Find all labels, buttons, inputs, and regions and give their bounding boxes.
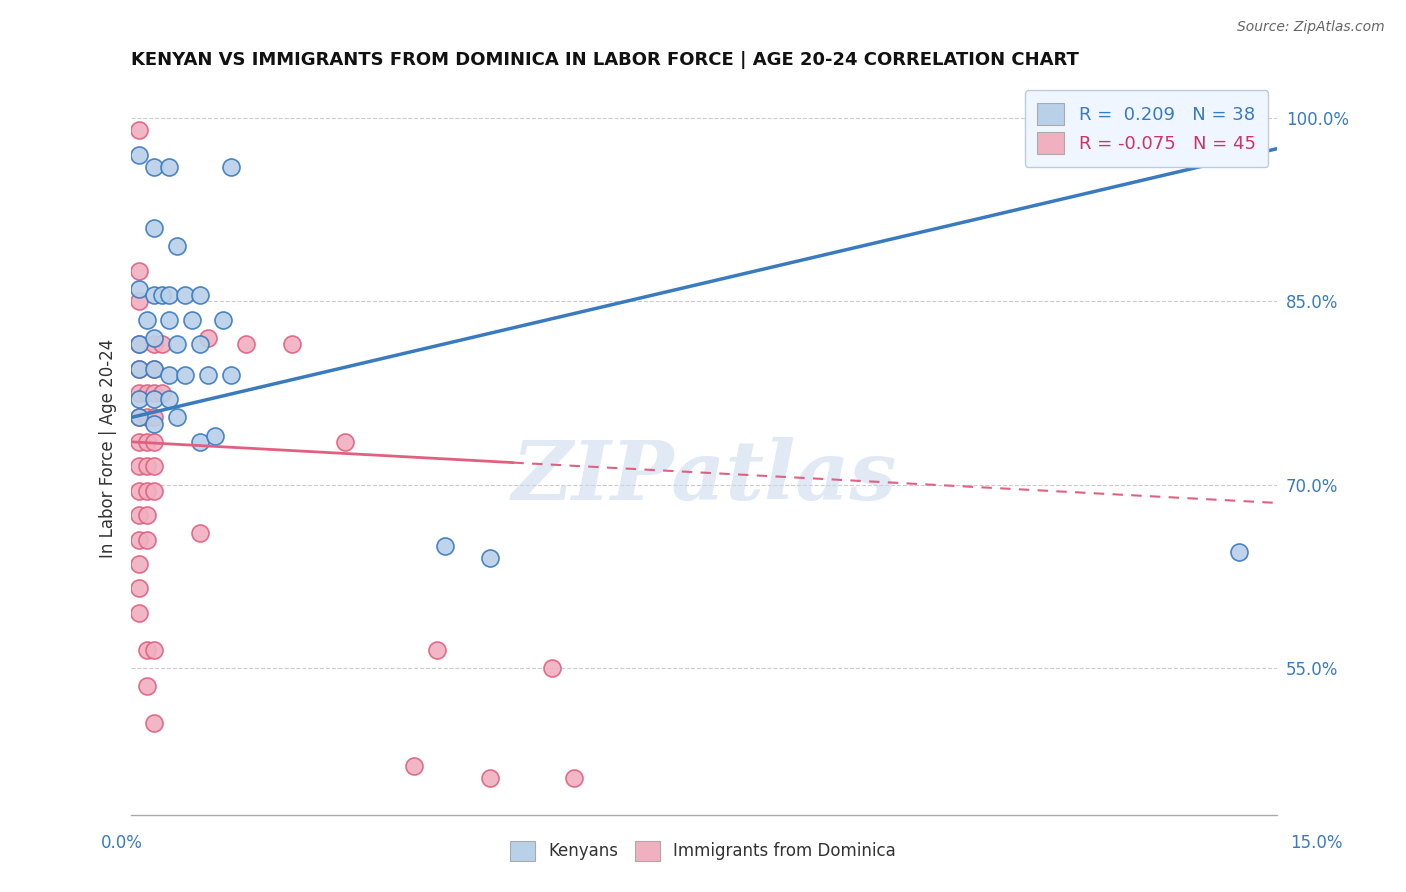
Point — [135, 508, 157, 523]
Point — [173, 288, 195, 302]
Point — [128, 337, 150, 351]
Point — [143, 410, 166, 425]
Point — [173, 368, 195, 382]
Point — [540, 661, 562, 675]
Point — [143, 483, 166, 498]
Point — [188, 526, 211, 541]
Point — [150, 288, 173, 302]
Point — [135, 434, 157, 449]
Point — [219, 160, 242, 174]
Point — [128, 459, 150, 474]
Point — [135, 386, 157, 401]
Point — [166, 410, 188, 425]
Point — [128, 557, 150, 571]
Point — [128, 606, 150, 620]
Point — [128, 410, 150, 425]
Point — [143, 417, 166, 431]
Point — [128, 483, 150, 498]
Point — [128, 264, 150, 278]
Point — [128, 123, 150, 137]
Legend: R =  0.209   N = 38, R = -0.075   N = 45: R = 0.209 N = 38, R = -0.075 N = 45 — [1025, 90, 1268, 167]
Point — [181, 312, 204, 326]
Point — [280, 337, 302, 351]
Point — [128, 434, 150, 449]
Point — [219, 368, 242, 382]
Point — [135, 533, 157, 547]
Point — [135, 459, 157, 474]
Point — [166, 239, 188, 253]
Point — [479, 550, 502, 565]
Text: Source: ZipAtlas.com: Source: ZipAtlas.com — [1237, 20, 1385, 34]
Point — [143, 459, 166, 474]
Text: KENYAN VS IMMIGRANTS FROM DOMINICA IN LABOR FORCE | AGE 20-24 CORRELATION CHART: KENYAN VS IMMIGRANTS FROM DOMINICA IN LA… — [131, 51, 1080, 69]
Point — [135, 483, 157, 498]
Point — [143, 331, 166, 345]
Point — [159, 392, 181, 406]
Point — [143, 288, 166, 302]
Point — [128, 294, 150, 309]
Point — [143, 160, 166, 174]
Legend: Kenyans, Immigrants from Dominica: Kenyans, Immigrants from Dominica — [503, 834, 903, 868]
Point — [335, 434, 357, 449]
Point — [143, 715, 166, 730]
Text: 15.0%: 15.0% — [1291, 834, 1343, 852]
Point — [143, 337, 166, 351]
Point — [402, 758, 425, 772]
Point — [1227, 545, 1250, 559]
Point — [128, 147, 150, 161]
Point — [143, 392, 166, 406]
Text: ZIPatlas: ZIPatlas — [512, 437, 897, 517]
Point — [159, 312, 181, 326]
Point — [128, 282, 150, 296]
Point — [188, 337, 211, 351]
Point — [128, 337, 150, 351]
Point — [159, 368, 181, 382]
Point — [150, 337, 173, 351]
Point — [128, 361, 150, 376]
Point — [235, 337, 257, 351]
Y-axis label: In Labor Force | Age 20-24: In Labor Force | Age 20-24 — [100, 338, 117, 558]
Point — [159, 288, 181, 302]
Text: 0.0%: 0.0% — [101, 834, 143, 852]
Point — [143, 361, 166, 376]
Point — [135, 410, 157, 425]
Point — [143, 386, 166, 401]
Point — [188, 434, 211, 449]
Point — [197, 368, 219, 382]
Point — [143, 642, 166, 657]
Point — [143, 361, 166, 376]
Point — [128, 361, 150, 376]
Point — [433, 539, 456, 553]
Point — [150, 386, 173, 401]
Point — [128, 582, 150, 596]
Point — [143, 221, 166, 235]
Point — [564, 771, 586, 785]
Point — [128, 392, 150, 406]
Point — [135, 642, 157, 657]
Point — [197, 331, 219, 345]
Point — [128, 386, 150, 401]
Point — [159, 160, 181, 174]
Point — [128, 533, 150, 547]
Point — [188, 288, 211, 302]
Point — [143, 434, 166, 449]
Point — [212, 312, 235, 326]
Point — [204, 428, 226, 442]
Point — [128, 508, 150, 523]
Point — [166, 337, 188, 351]
Point — [135, 679, 157, 693]
Point — [479, 771, 502, 785]
Point — [128, 410, 150, 425]
Point — [1083, 147, 1105, 161]
Point — [135, 312, 157, 326]
Point — [426, 642, 449, 657]
